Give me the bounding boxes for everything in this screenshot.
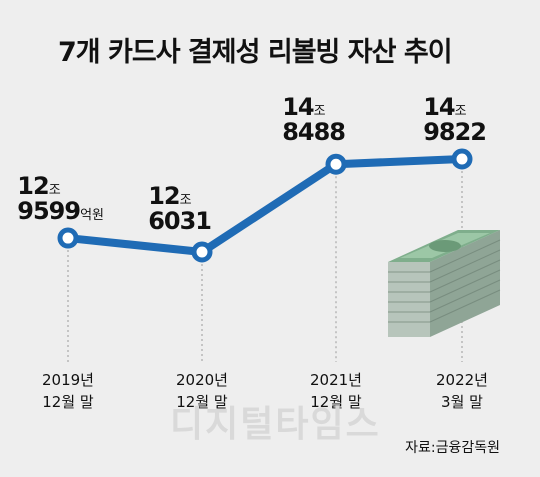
data-point-3 [325, 153, 347, 175]
chart-title: 7개 카드사 결제성 리볼빙 자산 추이 [58, 37, 453, 68]
watermark: 디지털타임스 [170, 404, 381, 445]
money-stack-icon [388, 230, 501, 337]
x-tick-label-3: 2021년 12월 말 [310, 371, 362, 411]
value-label-1: 12조 9599억원 [17, 172, 104, 226]
series-line [64, 155, 466, 256]
data-points [57, 148, 473, 263]
value-label-2: 12조 6031 [148, 182, 212, 236]
x-tick-label-1: 2019년 12월 말 [42, 371, 94, 411]
x-tick-label-2: 2020년 12월 말 [176, 371, 228, 411]
source-note: 자료:금융감독원 [405, 440, 500, 456]
x-tick-label-4: 2022년 3월 말 [436, 371, 488, 411]
data-point-1 [57, 227, 79, 249]
data-point-4 [451, 148, 473, 170]
value-label-3: 14조 8488 [282, 93, 346, 147]
value-label-4: 14조 9822 [423, 93, 487, 147]
data-point-2 [191, 241, 213, 263]
